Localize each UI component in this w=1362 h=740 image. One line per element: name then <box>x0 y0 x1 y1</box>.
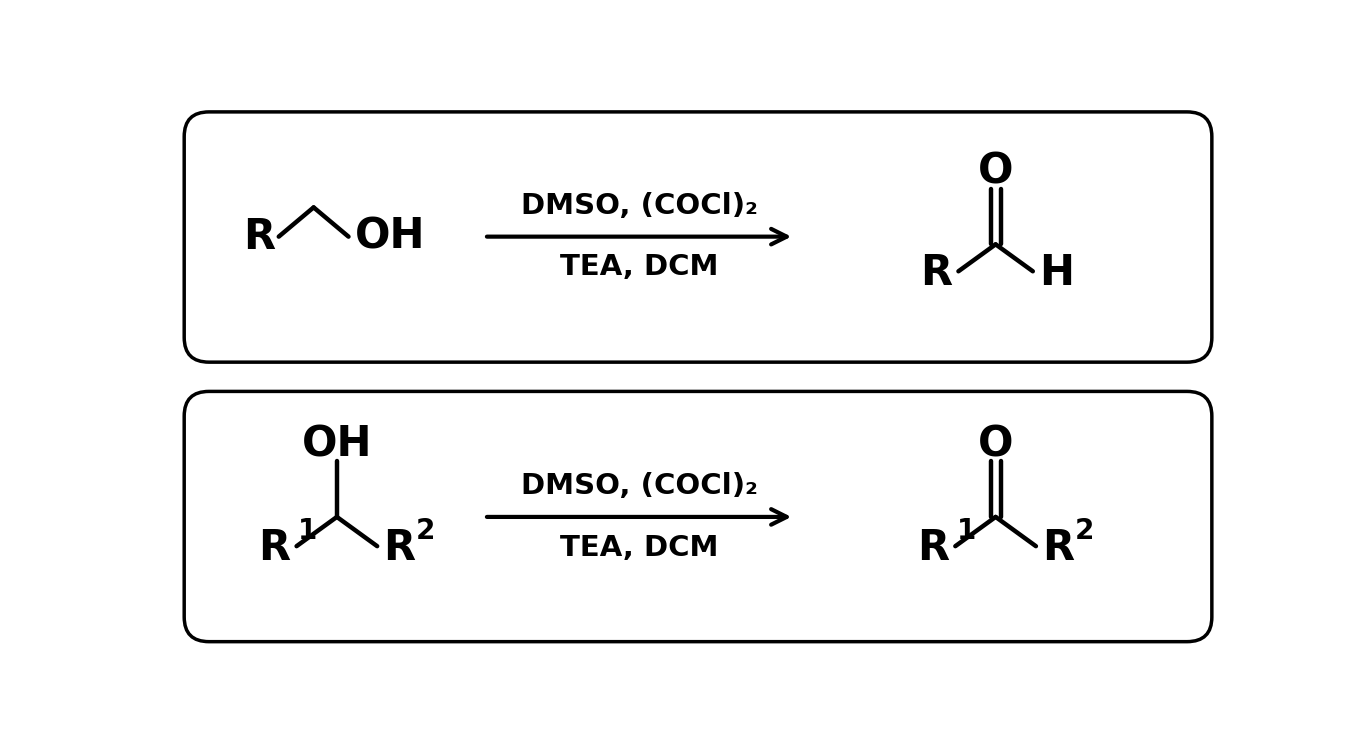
Text: TEA, DCM: TEA, DCM <box>560 534 718 562</box>
Text: 2: 2 <box>1075 517 1094 545</box>
Text: O: O <box>978 423 1013 465</box>
Text: R: R <box>259 527 290 569</box>
FancyBboxPatch shape <box>184 112 1212 362</box>
Text: R: R <box>1042 527 1075 569</box>
Text: R: R <box>917 527 949 569</box>
Text: R: R <box>242 215 275 258</box>
Text: H: H <box>1039 252 1075 294</box>
Text: O: O <box>978 151 1013 193</box>
Text: 2: 2 <box>415 517 436 545</box>
FancyBboxPatch shape <box>184 391 1212 642</box>
Text: 1: 1 <box>957 517 977 545</box>
Text: TEA, DCM: TEA, DCM <box>560 253 718 281</box>
Text: 1: 1 <box>298 517 317 545</box>
Text: DMSO, (COCl)₂: DMSO, (COCl)₂ <box>520 472 757 500</box>
Text: DMSO, (COCl)₂: DMSO, (COCl)₂ <box>520 192 757 220</box>
Text: R: R <box>921 252 952 294</box>
Text: OH: OH <box>301 423 372 465</box>
Text: OH: OH <box>354 215 425 258</box>
Text: R: R <box>383 527 415 569</box>
